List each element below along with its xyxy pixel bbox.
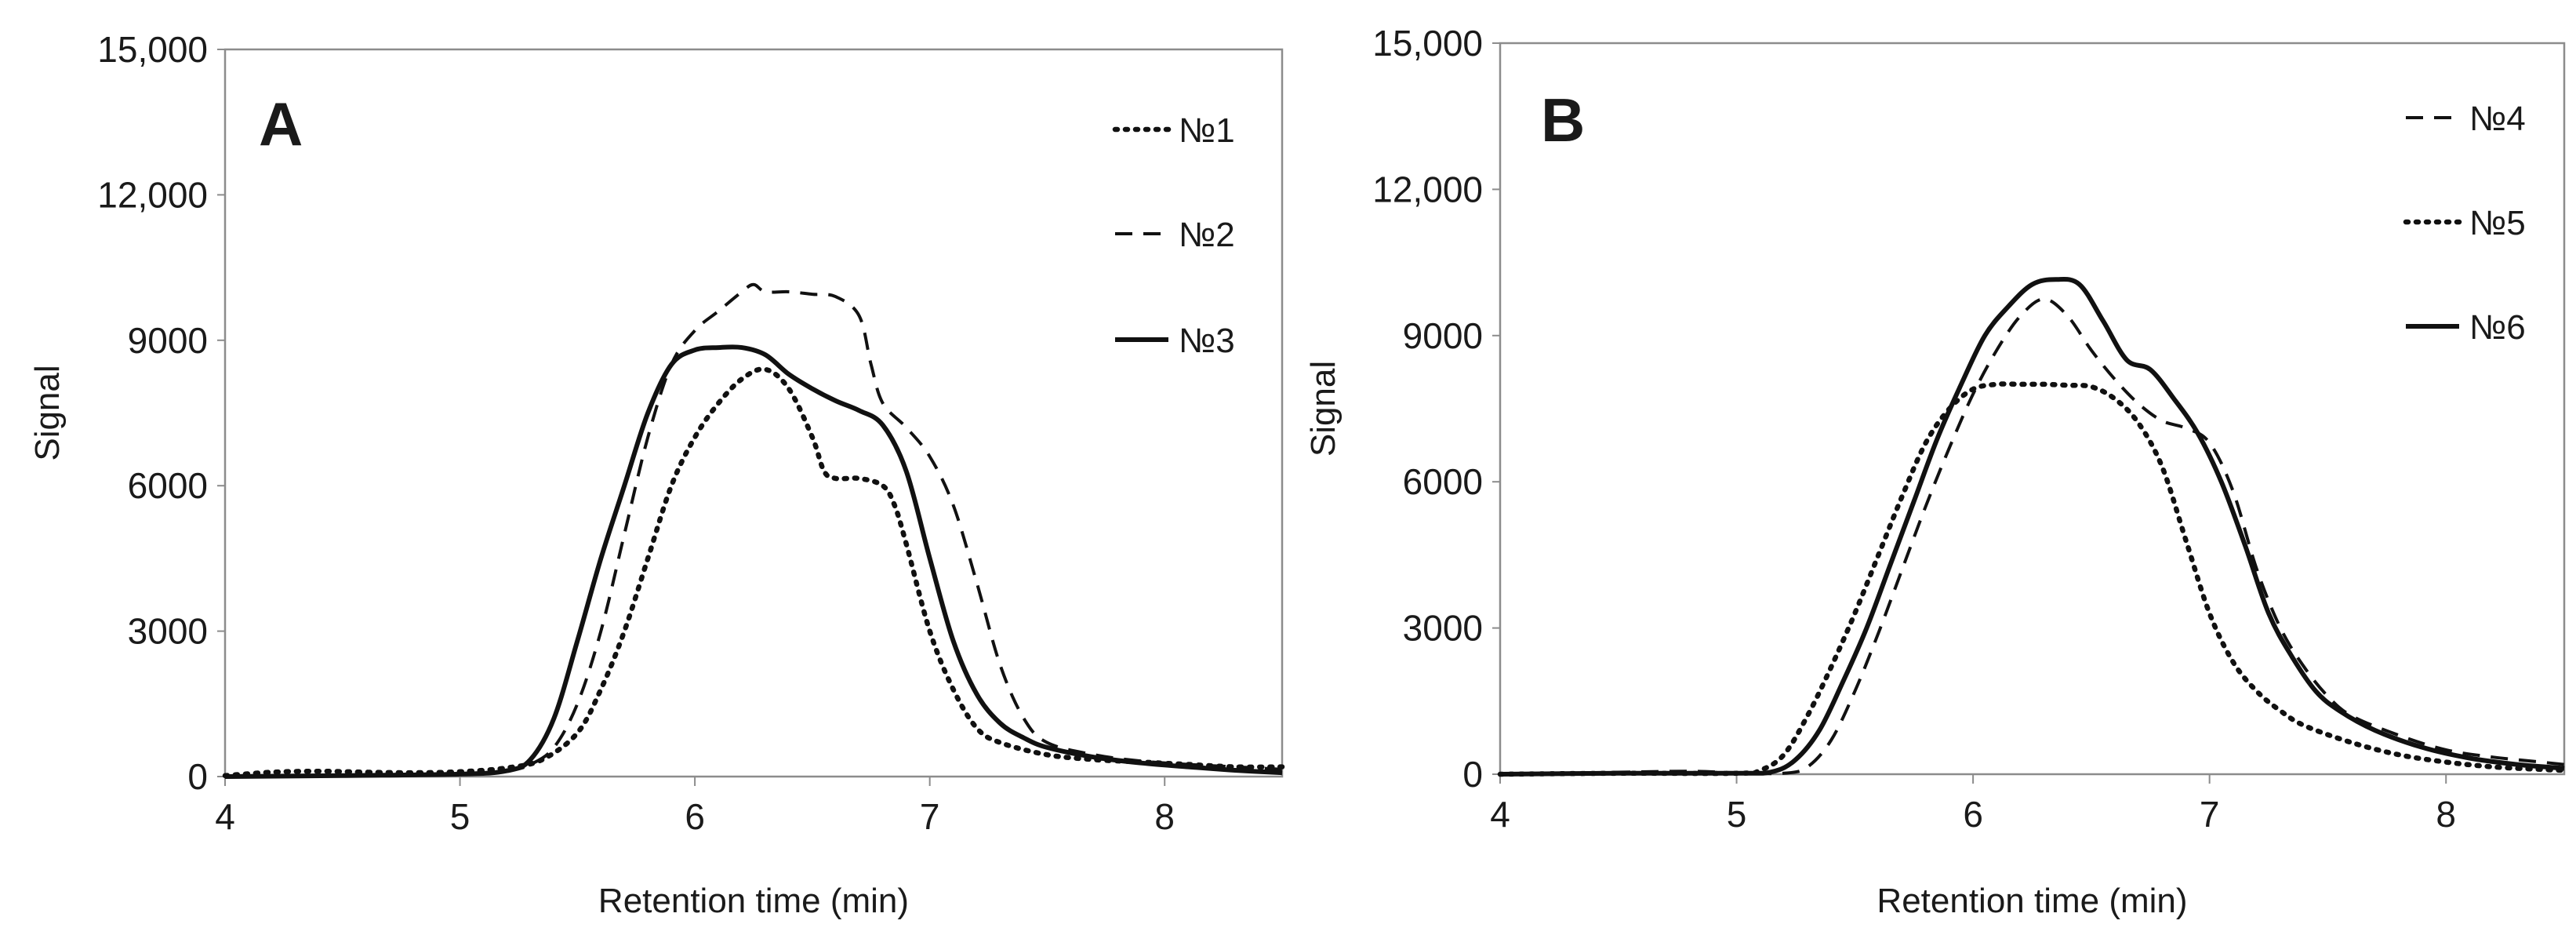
y-axis-title: Signal (28, 365, 67, 460)
y-tick-label: 3000 (1403, 608, 1483, 649)
series-line-1 (1499, 297, 2565, 776)
x-tick-label: 4 (215, 796, 235, 837)
y-tick-label: 3000 (128, 611, 208, 652)
y-tick-label: 0 (1462, 754, 1483, 795)
x-tick-label: 7 (2200, 794, 2220, 835)
y-tick-label: 9000 (1403, 315, 1483, 356)
x-tick-label: 5 (1727, 794, 1747, 835)
x-tick-label: 4 (1490, 794, 1510, 835)
x-tick-label: 8 (2436, 794, 2456, 835)
y-tick-label: 12,000 (1372, 169, 1483, 209)
y-tick-label: 15,000 (1372, 23, 1483, 64)
x-tick-label: 6 (1963, 794, 1983, 835)
x-axis-title: Retention time (min) (598, 882, 909, 920)
series-line-2 (224, 282, 1283, 778)
series-line-1 (222, 366, 1285, 779)
legend-label: №2 (1179, 216, 1235, 254)
y-tick-label: 15,000 (97, 29, 208, 70)
x-tick-label: 8 (1154, 796, 1175, 837)
series-line-3 (1499, 276, 2565, 777)
x-tick-label: 7 (920, 796, 940, 837)
plot-area (223, 48, 1284, 778)
y-axis-title: Signal (1304, 361, 1342, 457)
panel-a: 0 3000 6000 9000 12,000 15,000 4 5 6 7 8 Retention … (28, 29, 1285, 920)
legend-label: №6 (2469, 308, 2526, 347)
plot-area (1499, 42, 2566, 776)
y-tick-label: 6000 (128, 465, 208, 506)
legend-label: №4 (2469, 100, 2526, 138)
y-tick-label: 6000 (1403, 461, 1483, 502)
panel-b: 0 3000 6000 9000 12,000 15,000 4 5 6 7 8 Retention … (1304, 23, 2567, 920)
y-tick-label: 9000 (128, 320, 208, 361)
x-axis-title: Retention time (min) (1877, 882, 2187, 920)
series-line-3 (224, 344, 1283, 779)
legend-label: №1 (1179, 111, 1235, 150)
legend-label: №3 (1179, 322, 1235, 360)
y-tick-label: 12,000 (97, 174, 208, 215)
series-line-2 (1497, 381, 2567, 777)
x-tick-label: 5 (450, 796, 471, 837)
x-tick-label: 6 (685, 796, 705, 837)
y-tick-label: 0 (187, 756, 208, 797)
panel-label: A (259, 89, 303, 158)
legend-label: №5 (2469, 204, 2526, 242)
panel-label: B (1541, 86, 1585, 155)
